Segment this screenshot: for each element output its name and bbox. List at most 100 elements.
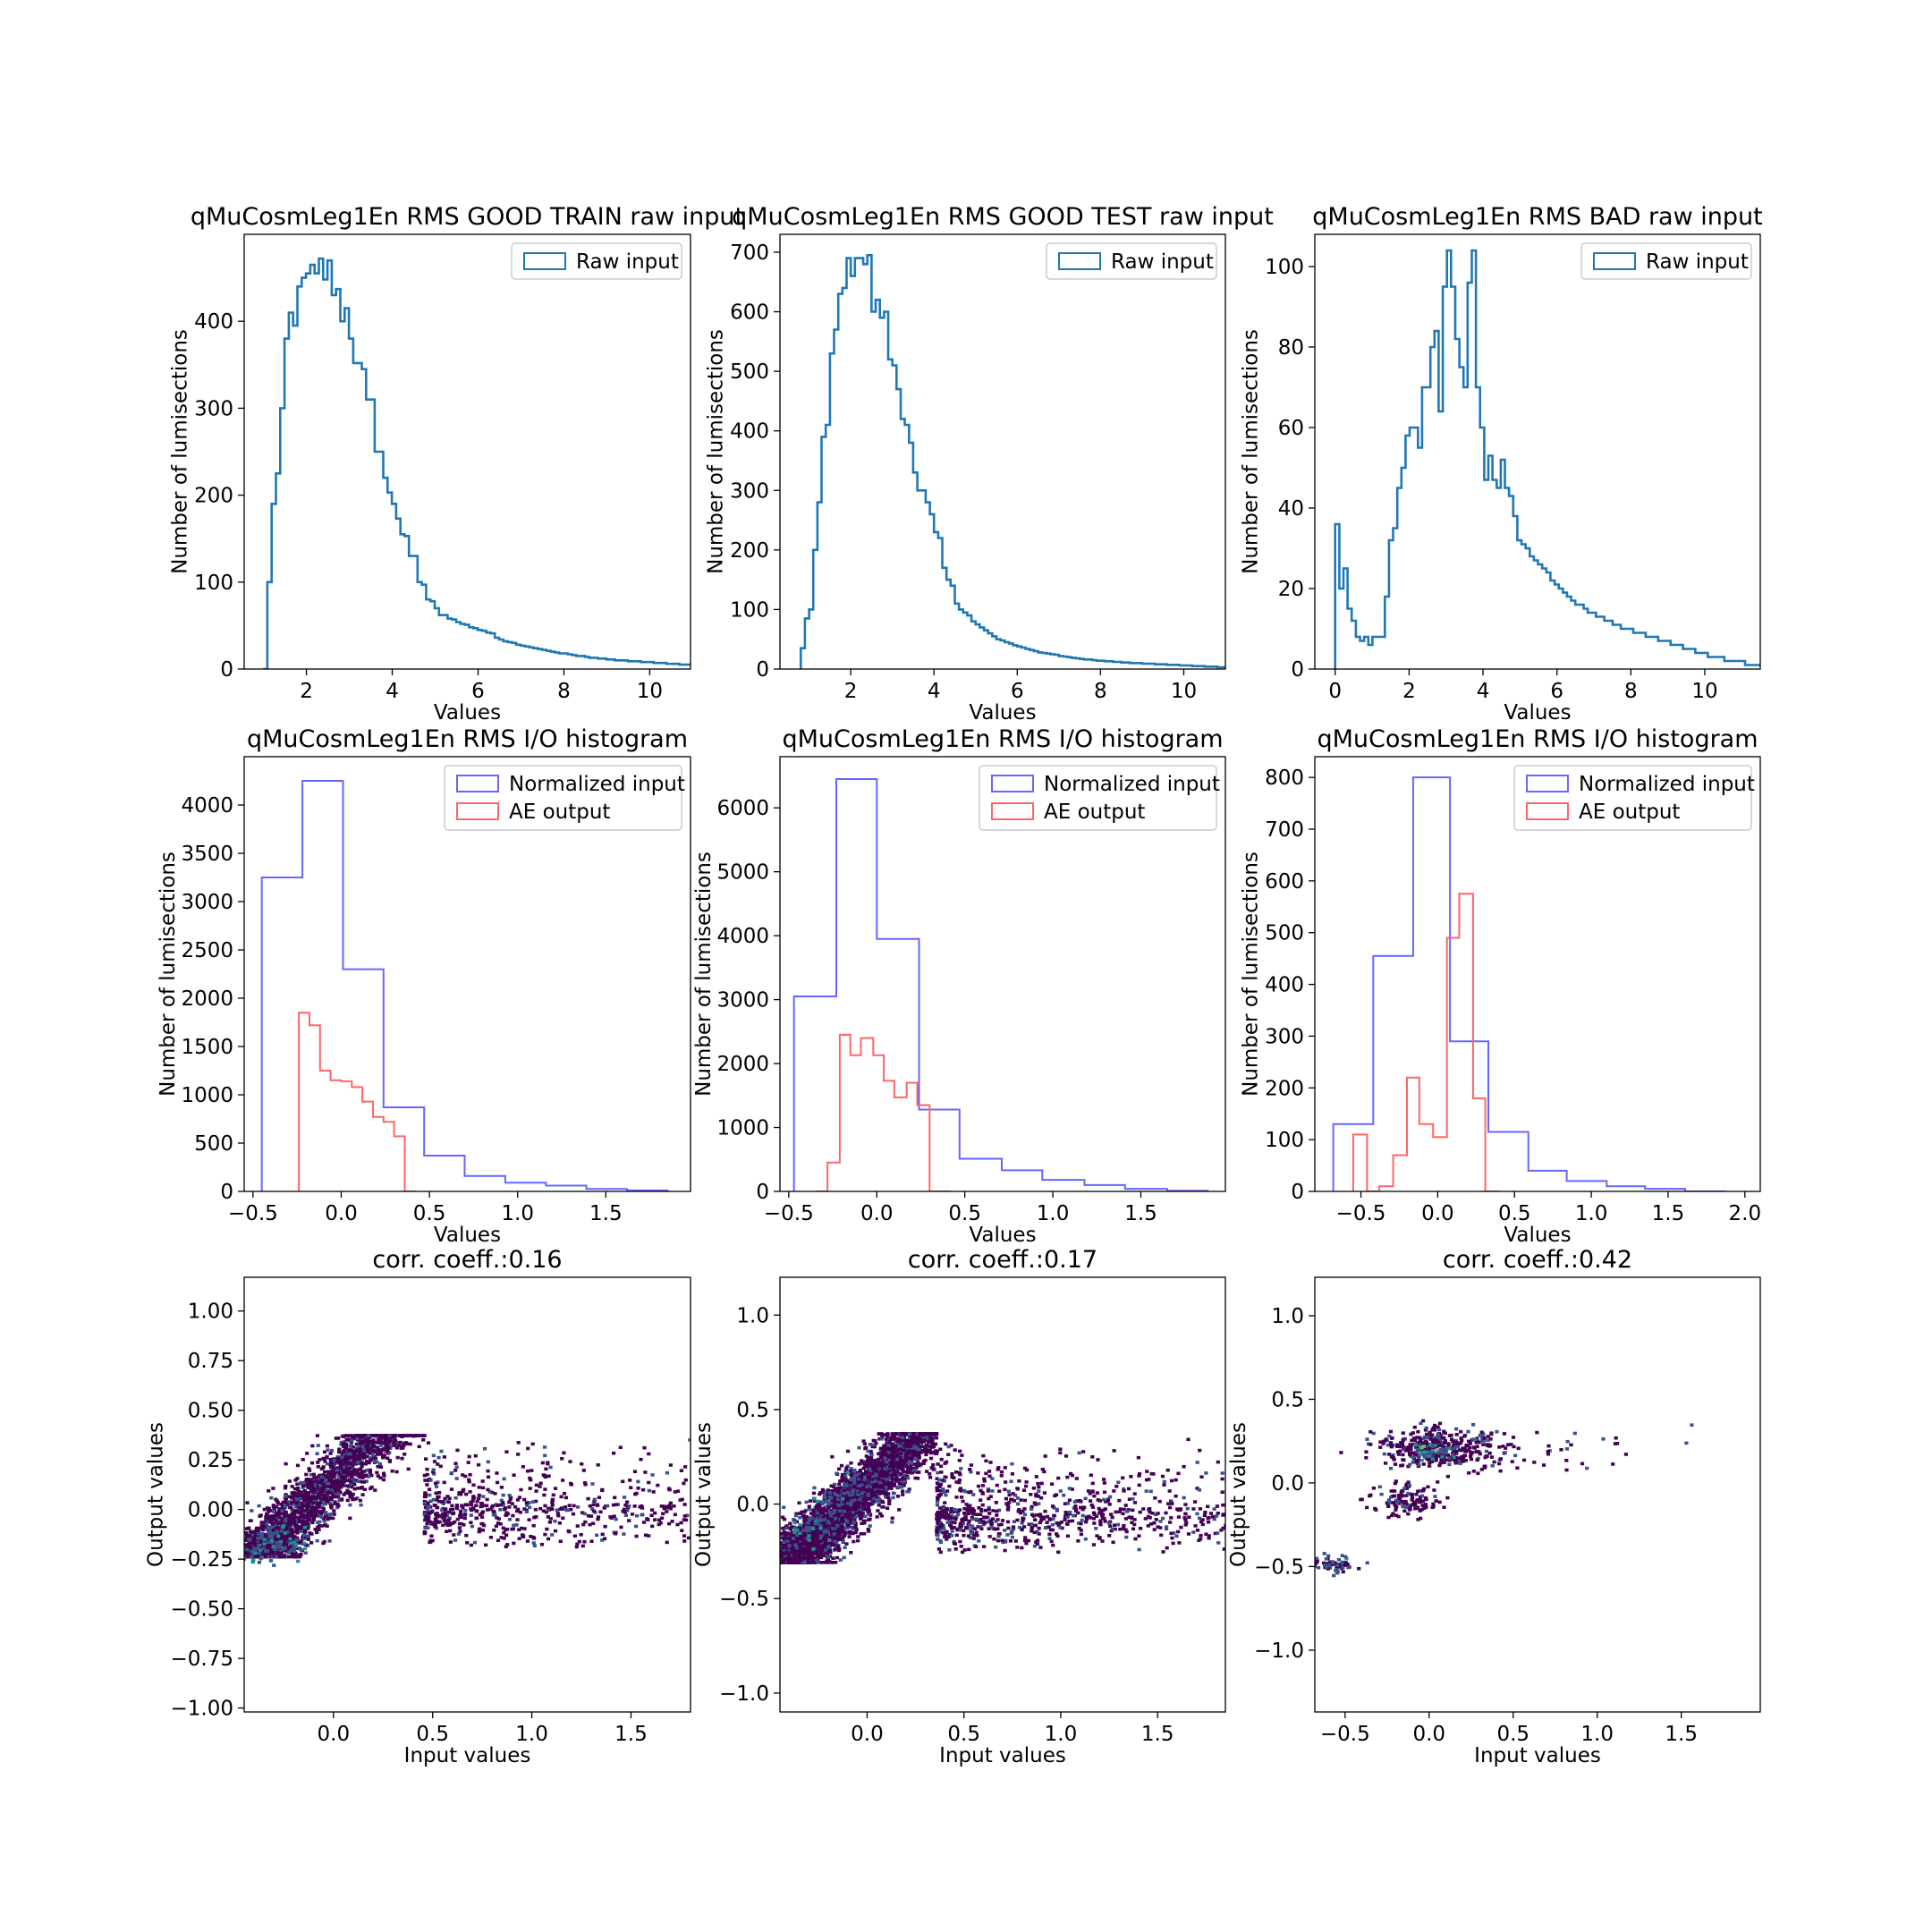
bin-dense xyxy=(259,1533,264,1538)
bin xyxy=(335,1459,339,1463)
bin xyxy=(350,1470,354,1474)
bin xyxy=(299,1480,303,1485)
bin xyxy=(321,1457,326,1461)
bin xyxy=(334,1489,338,1494)
bin xyxy=(596,1515,601,1519)
bin xyxy=(287,1515,292,1519)
bin xyxy=(299,1527,303,1530)
bin-dense xyxy=(285,1530,290,1534)
bin xyxy=(550,1498,555,1502)
bin xyxy=(331,1494,335,1497)
bin xyxy=(479,1512,485,1515)
bin xyxy=(1165,1525,1169,1529)
bin xyxy=(567,1504,572,1507)
bin xyxy=(287,1546,292,1551)
bin xyxy=(299,1553,303,1556)
bin xyxy=(277,1509,282,1513)
bin xyxy=(288,1525,292,1529)
bin xyxy=(351,1464,355,1469)
bin xyxy=(316,1521,320,1524)
bin xyxy=(876,1509,880,1513)
bin xyxy=(445,1523,450,1527)
bin-dense xyxy=(236,1548,240,1552)
bin xyxy=(448,1529,453,1533)
bin xyxy=(528,1487,532,1490)
bin xyxy=(290,1491,294,1495)
bin xyxy=(986,1520,990,1524)
bin xyxy=(1176,1471,1181,1476)
bin xyxy=(518,1511,522,1514)
bin xyxy=(245,1535,250,1539)
bin xyxy=(287,1533,292,1537)
bin xyxy=(350,1448,354,1453)
bin xyxy=(667,1521,672,1526)
bin xyxy=(326,1517,330,1521)
series-step-1 xyxy=(800,254,1225,669)
bin xyxy=(373,1488,377,1492)
bin xyxy=(1034,1475,1038,1479)
legend-label: Normalized input xyxy=(1044,773,1220,796)
bin xyxy=(434,1485,439,1488)
bin xyxy=(298,1496,302,1501)
bin xyxy=(295,1497,300,1502)
bin xyxy=(368,1470,372,1475)
bin xyxy=(683,1465,688,1469)
bin xyxy=(949,1444,953,1447)
bin xyxy=(325,1481,329,1486)
bin xyxy=(651,1490,656,1494)
bin xyxy=(913,1455,918,1459)
bin xyxy=(309,1510,314,1514)
bin xyxy=(454,1504,459,1507)
bin xyxy=(390,1436,394,1439)
bin xyxy=(886,1486,891,1490)
bin xyxy=(258,1514,262,1518)
bin xyxy=(937,1530,942,1534)
bin xyxy=(288,1505,292,1510)
bin xyxy=(291,1495,295,1499)
bin xyxy=(369,1458,373,1462)
bin xyxy=(347,1462,352,1466)
bin xyxy=(534,1483,538,1487)
bin xyxy=(306,1493,310,1496)
bin xyxy=(495,1516,499,1520)
bin xyxy=(344,1437,349,1442)
bin xyxy=(377,1434,381,1437)
bin xyxy=(360,1446,366,1450)
x-tick-label: 1.0 xyxy=(1575,1202,1608,1225)
bin xyxy=(1224,1523,1225,1528)
bin xyxy=(378,1453,383,1456)
axes-frame xyxy=(243,1276,691,1713)
bin xyxy=(386,1445,391,1450)
bin xyxy=(597,1496,602,1499)
bin xyxy=(318,1510,322,1514)
bin xyxy=(259,1521,264,1524)
bin xyxy=(453,1538,458,1542)
bin xyxy=(474,1516,479,1521)
series-step-1 xyxy=(1332,776,1725,1191)
bin xyxy=(1080,1507,1085,1512)
bin xyxy=(532,1537,537,1540)
bin xyxy=(250,1509,254,1513)
bin xyxy=(458,1521,462,1526)
bin xyxy=(312,1489,318,1493)
bin xyxy=(842,1527,846,1530)
bin xyxy=(309,1498,313,1502)
bin xyxy=(596,1504,600,1507)
bin xyxy=(322,1520,326,1523)
x-tick-label: 0.5 xyxy=(1498,1202,1531,1225)
bin xyxy=(1197,1516,1202,1521)
bin xyxy=(961,1521,965,1526)
bin xyxy=(257,1504,261,1508)
bin xyxy=(1182,1496,1186,1500)
x-tick-label: −0.5 xyxy=(764,1202,814,1225)
bin xyxy=(555,1512,560,1515)
bin xyxy=(600,1532,605,1537)
bin-dense xyxy=(266,1540,270,1544)
bin xyxy=(668,1501,673,1505)
y-tick-label: 60 xyxy=(1278,417,1304,440)
bin xyxy=(1065,1475,1070,1479)
bin xyxy=(970,1526,974,1530)
